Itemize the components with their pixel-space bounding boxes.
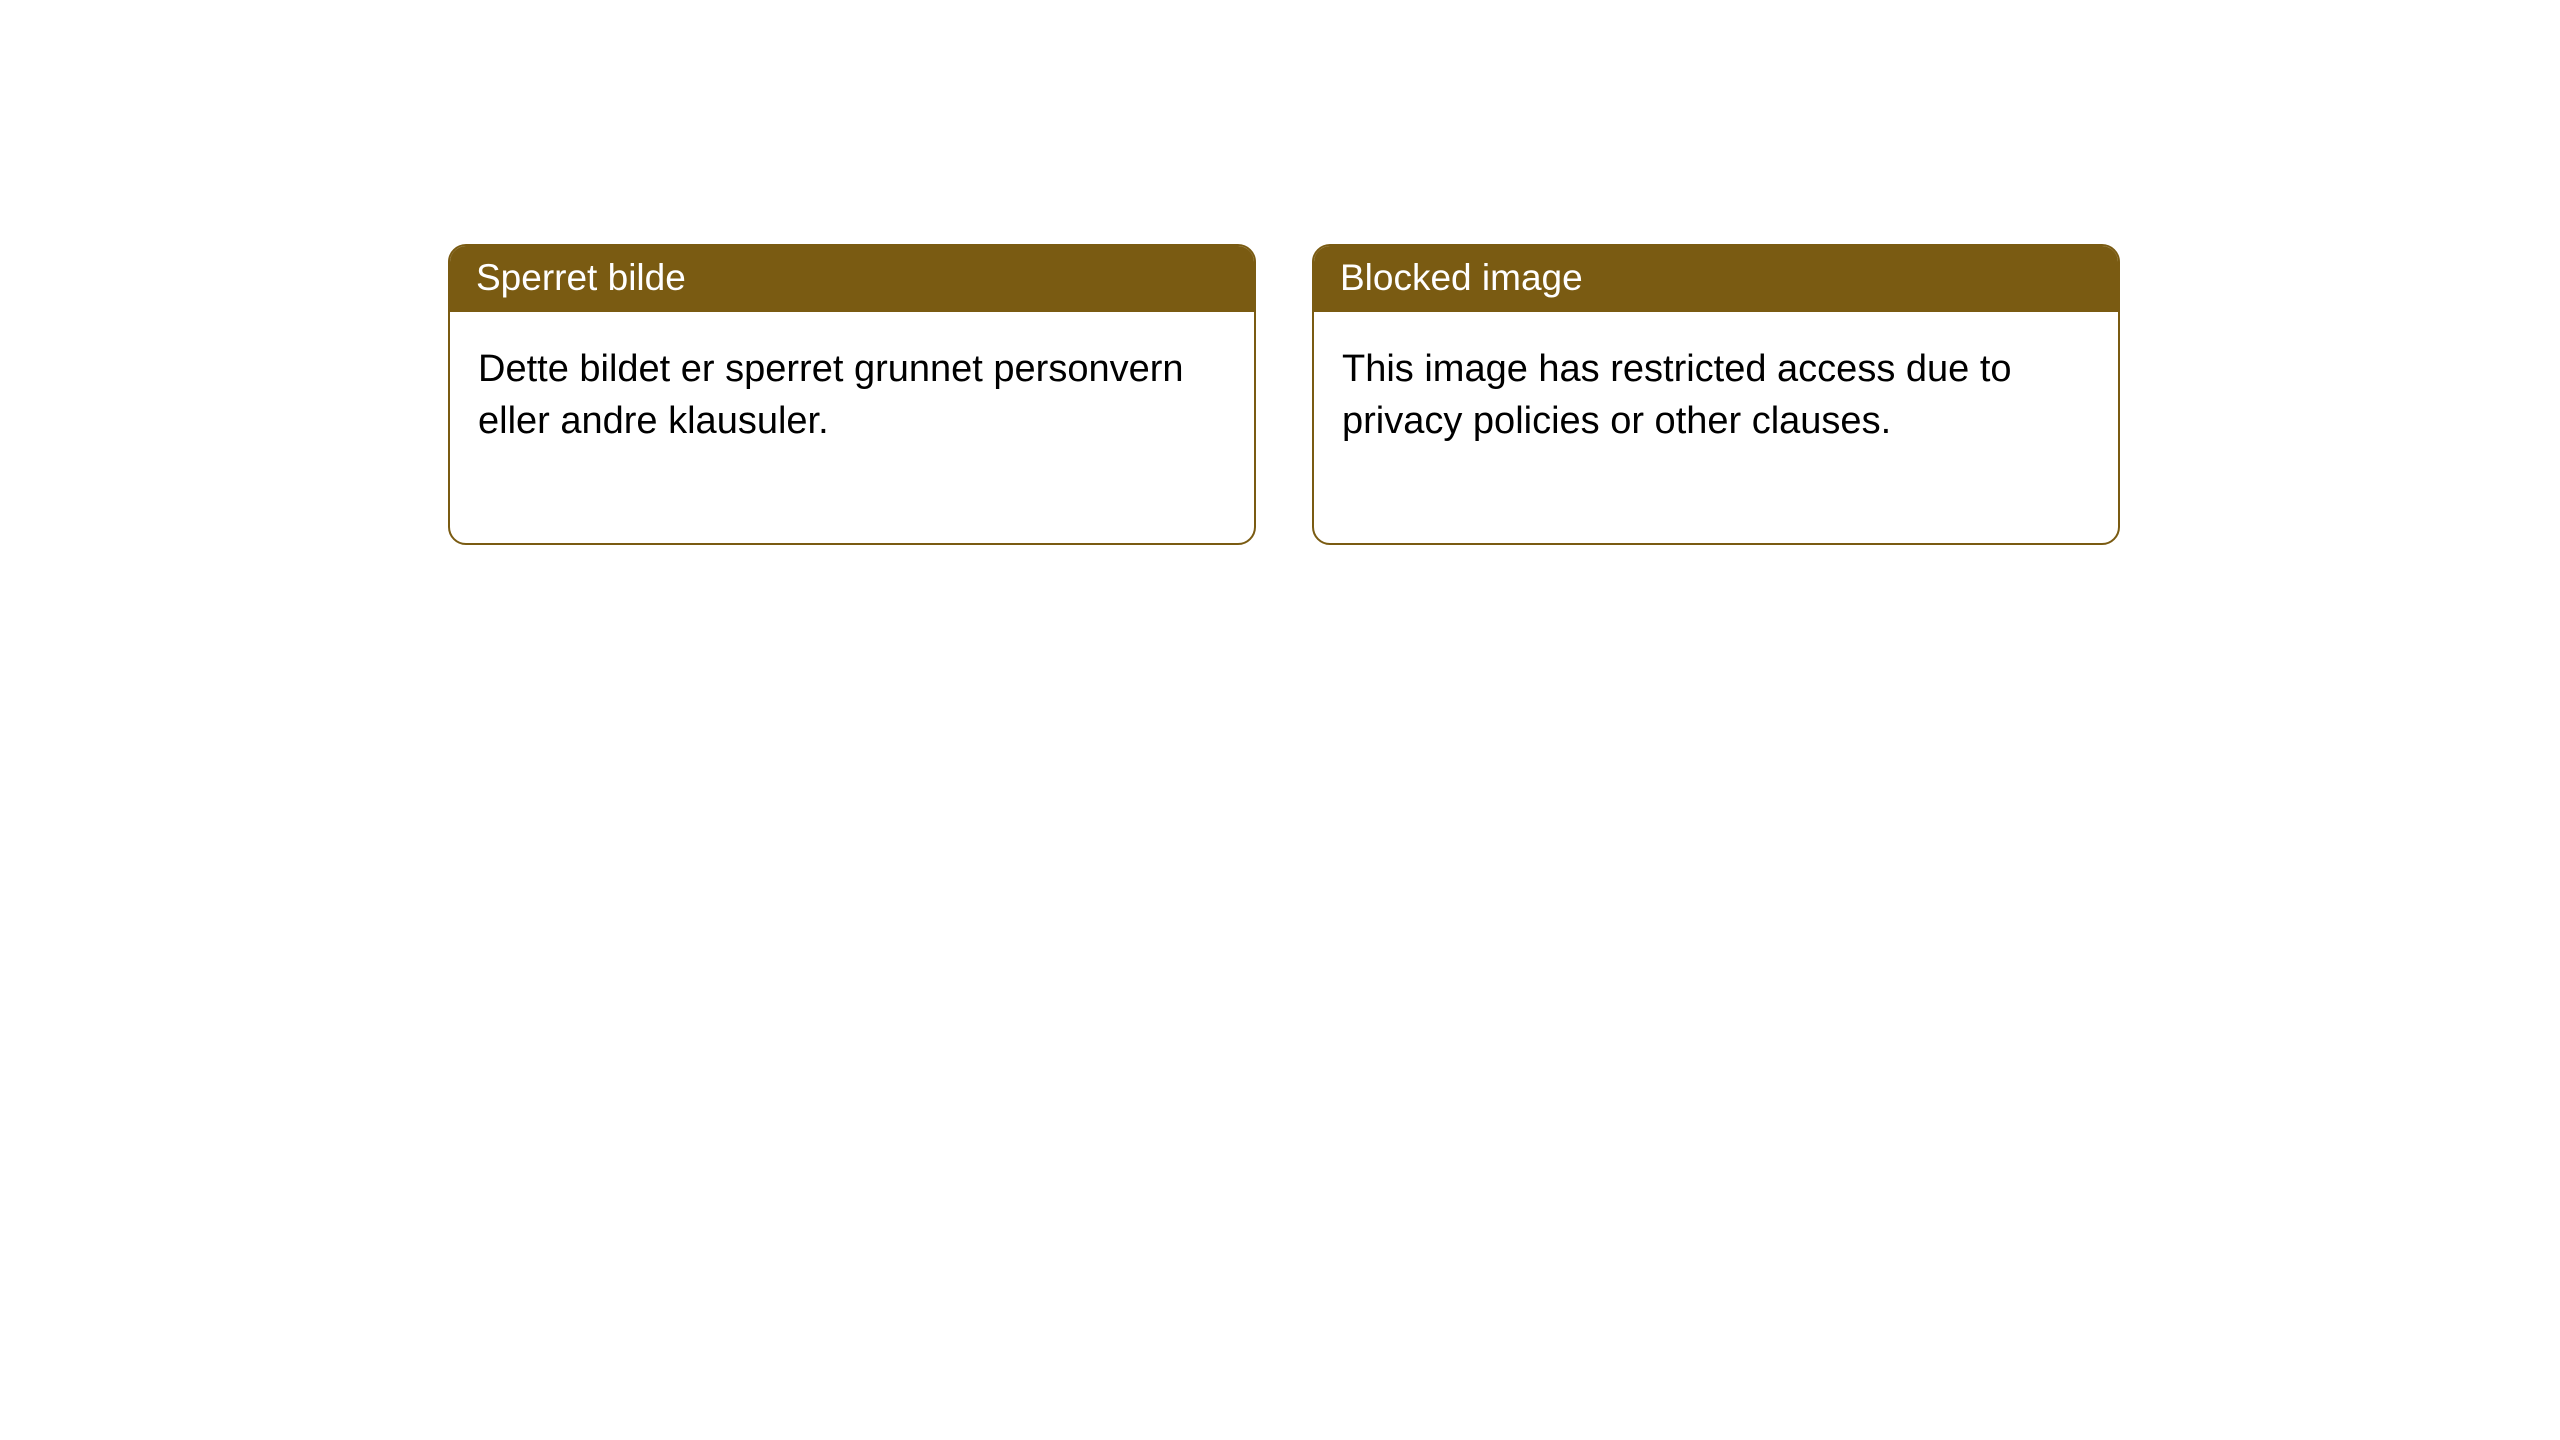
notice-container: Sperret bilde Dette bildet er sperret gr… xyxy=(0,0,2560,545)
notice-card-norwegian: Sperret bilde Dette bildet er sperret gr… xyxy=(448,244,1256,545)
notice-header-english: Blocked image xyxy=(1314,246,2118,312)
notice-body-english: This image has restricted access due to … xyxy=(1314,312,2118,543)
notice-header-norwegian: Sperret bilde xyxy=(450,246,1254,312)
notice-card-english: Blocked image This image has restricted … xyxy=(1312,244,2120,545)
notice-body-norwegian: Dette bildet er sperret grunnet personve… xyxy=(450,312,1254,543)
